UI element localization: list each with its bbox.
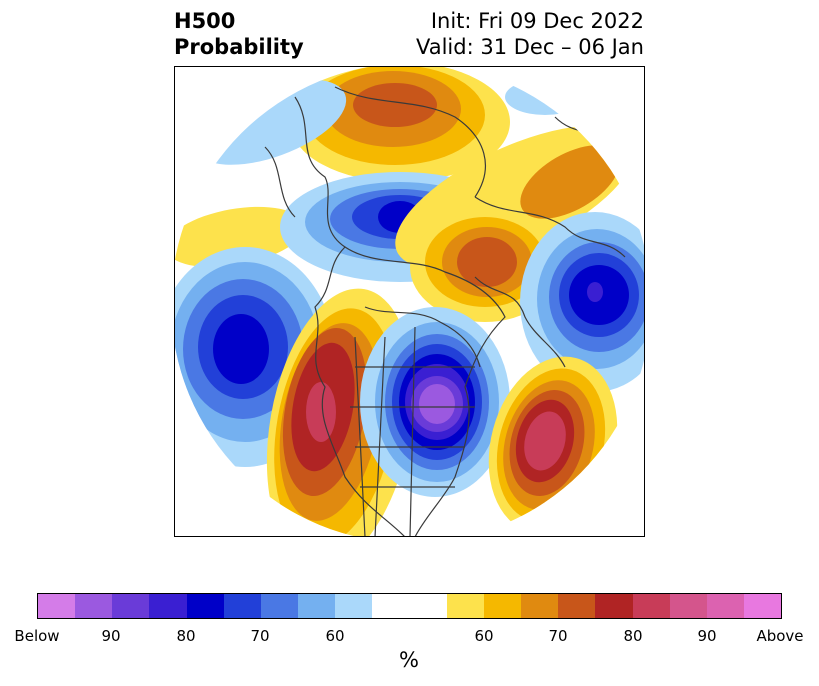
colorbar-segment: [669, 594, 707, 618]
init-time: Init: Fri 09 Dec 2022: [430, 9, 644, 33]
anomaly-central-us-below: [360, 307, 510, 497]
title-left: H500 Probability: [174, 8, 304, 60]
colorbar-segment: [298, 594, 336, 618]
probability-field: [175, 67, 644, 536]
colorbar-tick: 90: [697, 627, 717, 645]
colorbar-tick: Below: [14, 627, 60, 645]
map-svg: [175, 67, 644, 536]
colorbar-segment: [743, 594, 782, 618]
title-variable: H500: [174, 9, 236, 33]
colorbar-segment: [706, 594, 744, 618]
colorbar-segment: [632, 594, 670, 618]
colorbar-segment: [595, 594, 633, 618]
colorbar-tick: 70: [548, 627, 568, 645]
colorbar-segment: [149, 594, 187, 618]
colorbar-tick: 80: [623, 627, 643, 645]
valid-period: Valid: 31 Dec – 06 Jan: [415, 35, 644, 59]
colorbar-segment: [483, 594, 522, 618]
colorbar-segment: [75, 594, 113, 618]
colorbar-tick: 80: [176, 627, 196, 645]
colorbar-unit-label: %: [399, 648, 419, 672]
colorbar-tick: 70: [250, 627, 270, 645]
colorbar: [37, 593, 782, 619]
colorbar-segment: [409, 594, 447, 618]
colorbar-segment: [558, 594, 596, 618]
colorbar-segment: [446, 594, 484, 618]
anomaly-siberia-below: [520, 212, 644, 392]
colorbar-tick: Above: [756, 627, 804, 645]
title-right: Init: Fri 09 Dec 2022 Valid: 31 Dec – 06…: [416, 8, 644, 60]
colorbar-tick: 60: [474, 627, 494, 645]
colorbar-tick: 60: [325, 627, 345, 645]
colorbar-segment: [260, 594, 299, 618]
title-product: Probability: [174, 35, 304, 59]
colorbar-segment: [223, 594, 261, 618]
probability-map: [174, 66, 645, 537]
colorbar-segment: [335, 594, 373, 618]
anomaly-top-right-below: [505, 79, 585, 115]
colorbar-segment: [186, 594, 224, 618]
colorbar-segment: [372, 594, 410, 618]
colorbar-segment: [112, 594, 150, 618]
colorbar-segment: [521, 594, 559, 618]
colorbar-segment: [38, 594, 76, 618]
anomaly-alaska-below: [193, 79, 347, 165]
colorbar-tick: 90: [101, 627, 121, 645]
